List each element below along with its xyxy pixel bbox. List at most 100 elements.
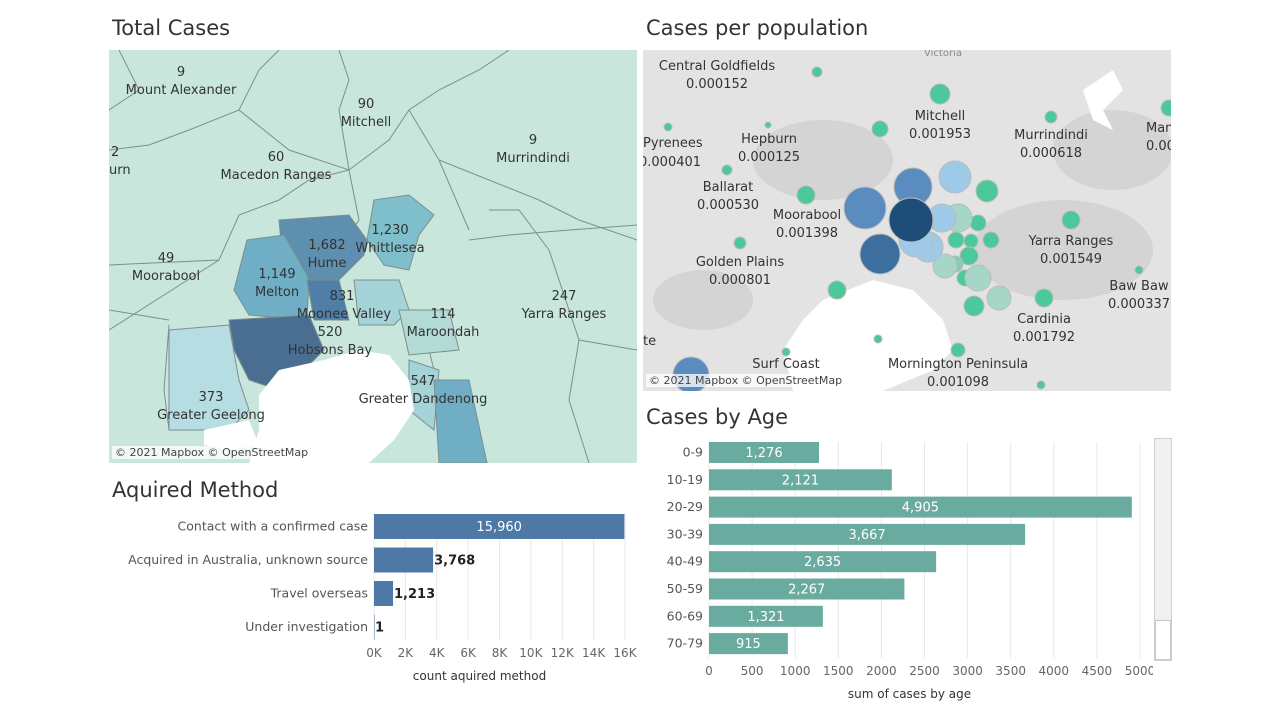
map-label-name: urn [109,163,131,178]
map-region-label: Victoria [924,50,962,59]
category-label: 40-49 [667,554,703,569]
map-label-name: Hume [308,256,347,271]
map-label-value: 0.00 [1146,139,1171,154]
map-label-name: Mount Alexander [126,83,237,98]
map-label-name: Yarra Ranges [1028,234,1114,249]
bar[interactable] [709,496,1132,518]
data-label: 2,267 [788,583,825,598]
map-label-value: 114 [431,307,456,322]
x-axis-label: count aquired method [413,669,546,683]
map-label-value: 373 [199,390,224,405]
bar[interactable] [709,633,788,655]
map-label-name: te [643,334,656,349]
map-label-name: Surf Coast [752,357,819,372]
map-label-name: Central Goldfields [659,59,775,74]
map-label-name: Hepburn [741,132,797,147]
bar[interactable] [709,442,819,463]
map-label-name: Man [1146,121,1171,136]
category-label: Under investigation [245,619,368,634]
x-tick-label: 2500 [909,664,940,678]
cases-by-age-chart[interactable]: 0 500 1000 1500 2000 2500 3000 3500 4000 4500 5000… [643,436,1153,708]
map-label-name: Greater Dandenong [359,392,488,407]
aquired-method-chart[interactable]: 0K 2K 4K 6K 8K 10K 12K 14K 16K count aquired meth… [109,505,637,700]
x-tick-label: 1000 [780,664,811,678]
category-label: Acquired in Australia, unknown source [128,552,368,567]
x-tick-label: 3500 [995,664,1026,678]
data-label: 3,667 [848,528,885,543]
cases-per-population-map[interactable]: Victoria [643,50,1171,391]
map-label-value: 831 [330,289,355,304]
bar[interactable] [374,547,434,573]
total-cases-title: Total Cases [112,16,231,40]
data-label: 2,121 [782,473,819,488]
x-tick-label: 1500 [823,664,854,678]
scrollbar[interactable] [1154,438,1172,661]
map-label-name: Mitchell [341,115,392,130]
map-label-name: Golden Plains [696,255,785,270]
map-label-value: 0.000530 [697,198,759,213]
map-label-value: 2 [111,145,119,160]
bar[interactable] [374,514,625,539]
x-tick-label: 4000 [1039,664,1070,678]
category-label: Travel overseas [270,586,368,601]
total-cases-map[interactable]: 9 Mount Alexander 90 Mitchell 9 Murrindi… [109,50,637,463]
map-credit: © 2021 Mapbox © OpenStreetMap [646,374,846,387]
category-label: 30-39 [667,526,703,541]
map-label-value: 0.000401 [643,155,701,170]
map-label-name: Mitchell [915,109,966,124]
map-credit: © 2021 Mapbox © OpenStreetMap [112,446,312,459]
map-label-value: 0.000125 [738,150,800,165]
data-label: 915 [736,637,761,652]
category-label: 60-69 [667,608,703,623]
x-tick-label: 16K [613,646,637,660]
map-label-name: Murrindindi [496,151,570,166]
map-label-name: Moorabool [132,269,200,284]
data-label: 1 [375,621,384,636]
x-axis-label: sum of cases by age [848,687,971,701]
bar[interactable] [709,523,1026,545]
map-label-name: Mornington Peninsula [888,357,1028,372]
data-label: 15,960 [476,520,522,535]
map-label-name: Baw Baw [1109,279,1169,294]
data-label: 1,213 [394,587,435,602]
bar[interactable] [374,614,375,640]
map-label-value: 0.001953 [909,127,971,142]
map-label-name: Pyrenees [643,136,703,151]
map-label-value: 1,682 [308,238,345,253]
map-label-name: Hobsons Bay [288,343,373,358]
map-label-value: 49 [158,251,175,266]
bar[interactable] [374,581,394,606]
map-label-name: Murrindindi [1014,128,1088,143]
scrollbar-thumb[interactable] [1155,620,1171,660]
bar[interactable] [709,551,937,573]
x-tick-label: 4500 [1082,664,1113,678]
map-label-value: 247 [552,289,577,304]
map-label-value: 90 [358,97,375,112]
map-label-value: 0.000152 [686,77,748,92]
bar[interactable] [709,605,823,627]
category-label: 50-59 [667,581,703,596]
category-label: 20-29 [667,499,703,514]
x-tick-label: 2K [398,646,415,660]
map-label-value: 1,149 [258,267,295,282]
map-label-name: Yarra Ranges [521,307,607,322]
category-label: Contact with a confirmed case [178,519,369,534]
map-label-value: 0.001549 [1040,252,1102,267]
bar[interactable] [709,469,892,491]
data-label: 3,768 [434,554,475,569]
map-label-name: Greater Geelong [157,408,265,423]
map-label-value: 547 [411,374,436,389]
x-tick-label: 10K [519,646,543,660]
x-tick-label: 0 [705,664,713,678]
bar[interactable] [709,578,905,600]
x-tick-label: 4K [429,646,446,660]
map-label-value: 0.000618 [1020,146,1082,161]
map-label-name: Moorabool [773,208,841,223]
map-label-name: Moonee Valley [297,307,392,322]
map-label-value: 0.001398 [776,226,838,241]
category-label: 10-19 [667,472,703,487]
aquired-method-title: Aquired Method [112,478,279,502]
map-label-value: 0.000337 [1108,297,1170,312]
x-tick-label: 2000 [866,664,897,678]
map-label-value: 9 [529,133,537,148]
